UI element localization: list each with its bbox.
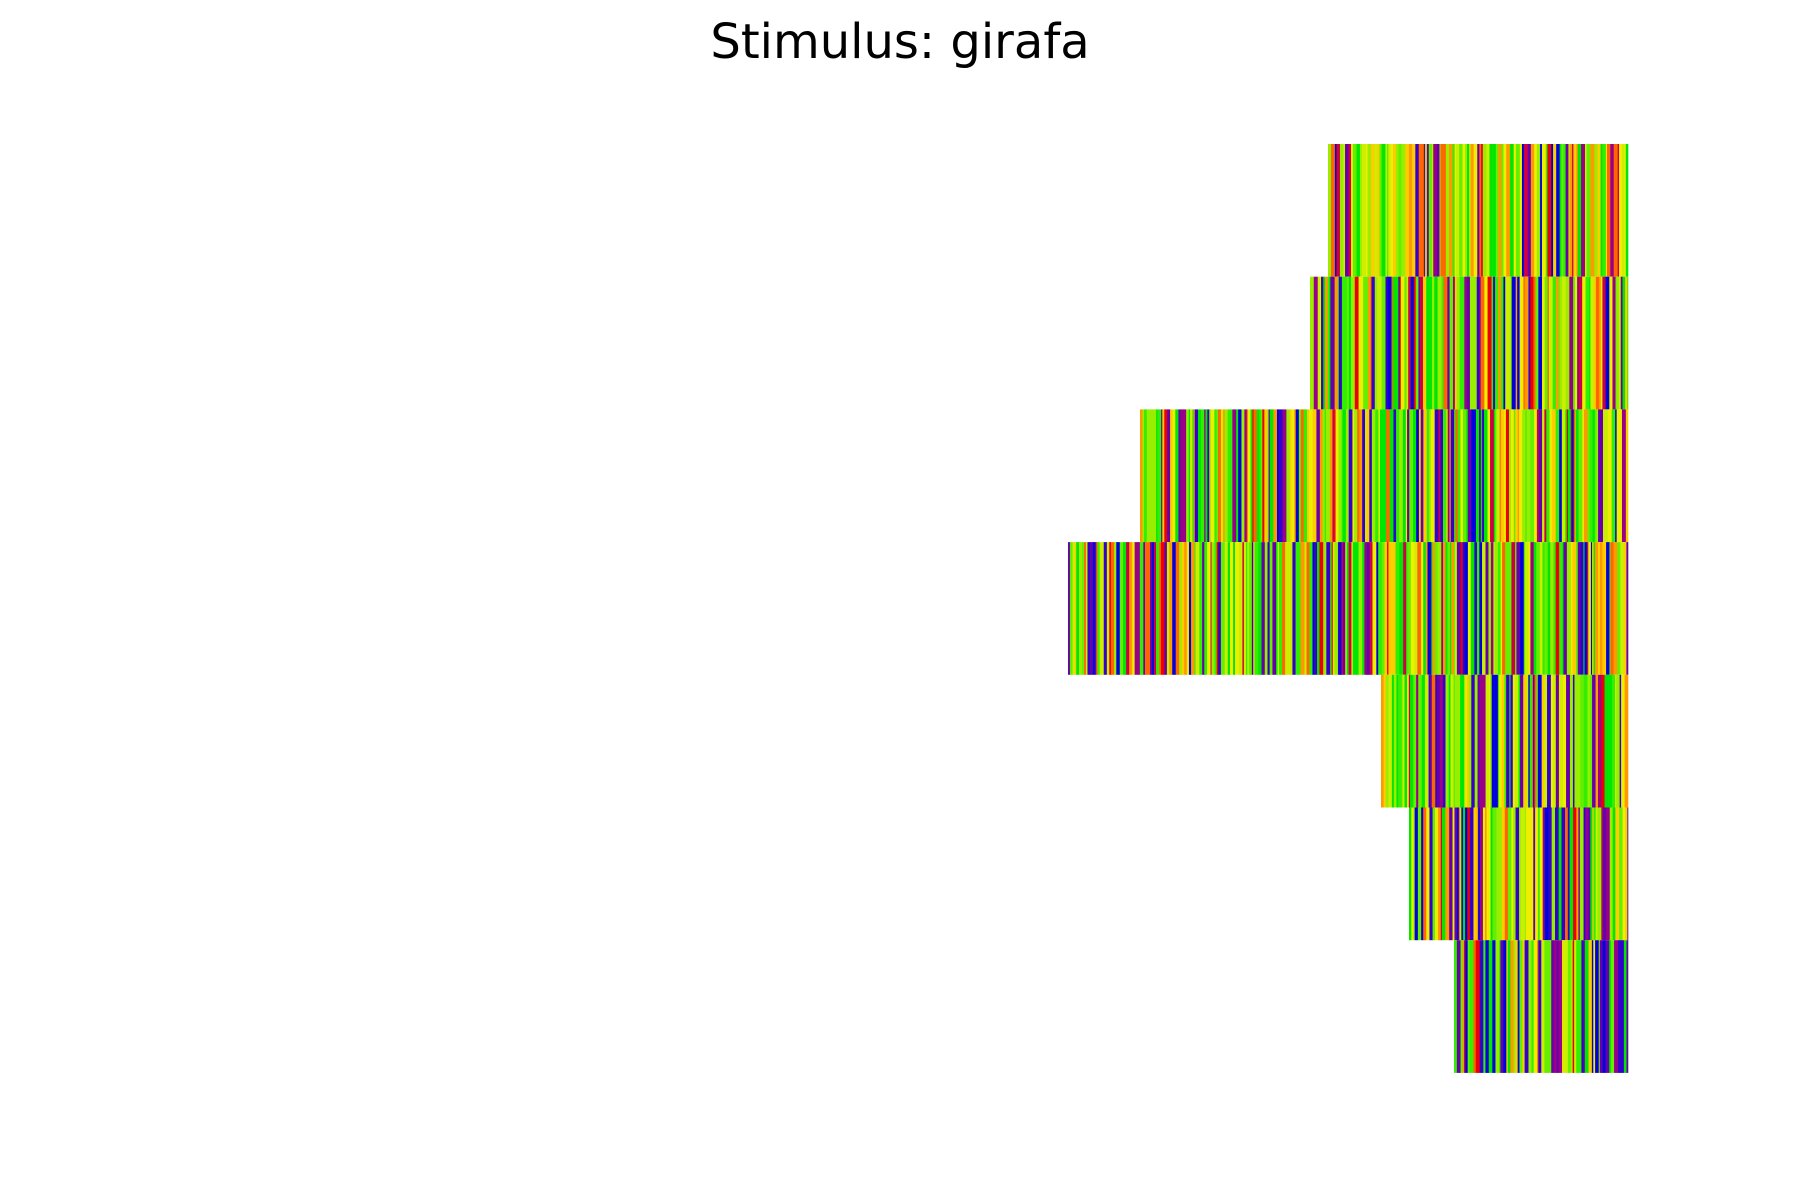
raster-row-7: [1454, 940, 1629, 1073]
raster-row-5: [1381, 674, 1629, 808]
raster-row-1: [1328, 144, 1629, 277]
raster-row-4: [1068, 542, 1629, 675]
chart-title: Stimulus: girafa: [710, 14, 1090, 70]
raster-row-3: [1140, 409, 1629, 543]
raster-row-6: [1409, 807, 1629, 941]
raster-row-2: [1310, 276, 1629, 410]
